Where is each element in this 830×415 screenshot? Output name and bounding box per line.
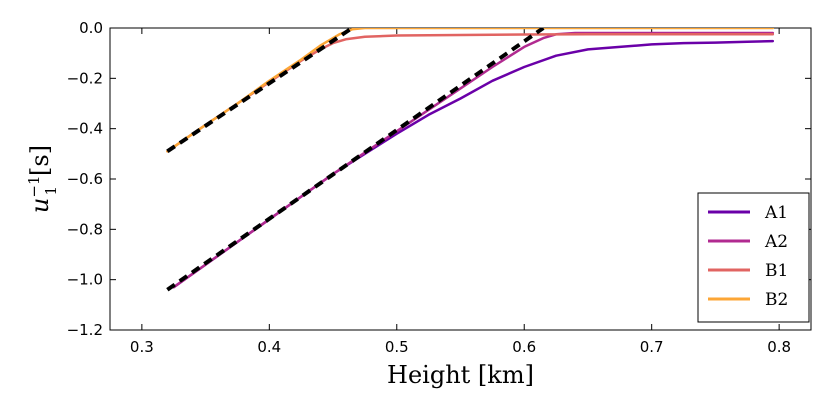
- x-tick-label: 0.6: [512, 338, 536, 356]
- y-axis-label: u−11[s]: [25, 145, 60, 213]
- legend-label: B2: [765, 290, 788, 310]
- fit-line: [166, 28, 354, 153]
- fit-line: [166, 28, 545, 292]
- axis-tick-labels: 0.3 0.4 0.5 0.6 0.7 0.8 0.0 −0.2 −0.4 −0.6 −0.8 −1.…: [67, 19, 792, 356]
- x-axis-label: Height [km]: [387, 361, 534, 389]
- data-series: [166, 28, 775, 289]
- fit-lines: [166, 28, 545, 292]
- y-tick-label: −0.6: [67, 170, 103, 188]
- legend-label: A1: [764, 203, 788, 223]
- series-line-a2: [172, 31, 775, 289]
- series-line-b2: [166, 28, 775, 153]
- series-line-a1: [172, 39, 775, 289]
- y-axis-label-text: u−11[s]: [25, 145, 60, 213]
- y-tick-label: −0.4: [67, 120, 103, 138]
- x-tick-label: 0.8: [767, 338, 791, 356]
- y-tick-label: −0.8: [67, 220, 103, 238]
- y-tick-label: −1.0: [67, 271, 103, 289]
- x-tick-label: 0.7: [640, 338, 664, 356]
- legend-label: B1: [765, 261, 788, 281]
- y-tick-label: 0.0: [79, 19, 103, 37]
- y-tick-label: −0.2: [67, 69, 103, 87]
- x-tick-label: 0.5: [385, 338, 409, 356]
- legend-label: A2: [764, 232, 788, 252]
- y-tick-label: −1.2: [67, 321, 103, 339]
- x-tick-label: 0.3: [130, 338, 154, 356]
- legend: A1 A2 B1 B2: [697, 192, 810, 323]
- x-tick-label: 0.4: [257, 338, 281, 356]
